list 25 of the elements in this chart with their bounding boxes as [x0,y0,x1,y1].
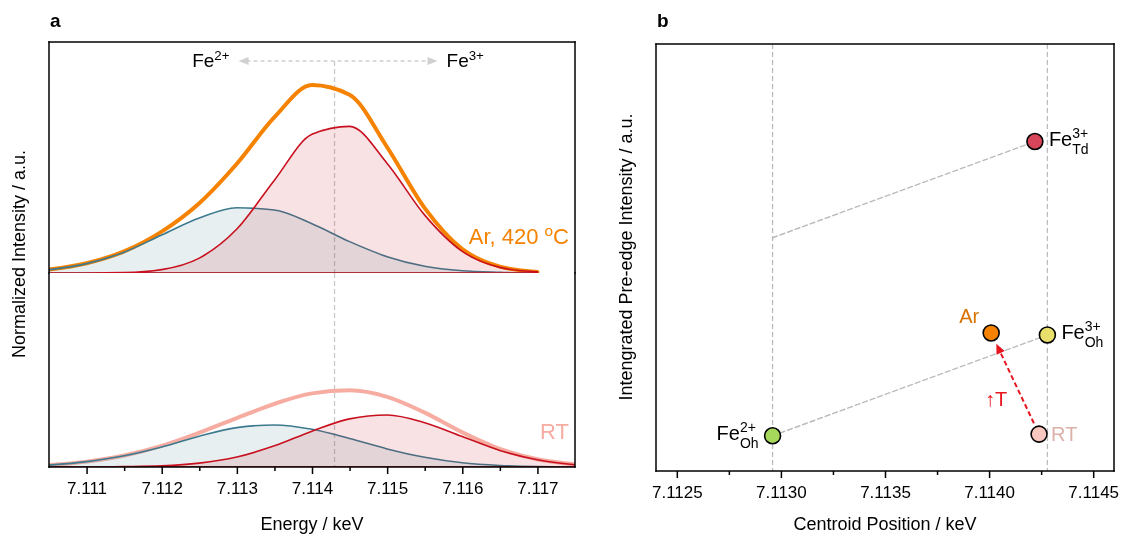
x-tick-label: 7.1130 [756,482,807,502]
x-tick-label: 7.115 [367,478,409,498]
x-tick-label: 7.1145 [1068,482,1120,502]
x-tick-label: 7.1125 [651,482,703,502]
x-tick-label: 7.1135 [860,482,911,502]
chart-title: b [657,10,669,31]
x-tick-label: 7.117 [517,478,559,498]
y-axis-title: Intengrated Pre-edge Intensity / a.u. [616,113,636,401]
x-tick-label: 7.1140 [964,482,1015,502]
series-label: Ar [959,304,980,327]
x-tick-label: 7.113 [216,478,258,498]
x-axis-title: Centroid Position / keV [793,514,977,534]
annotation: ↑T [984,387,1008,410]
x-tick-label: 7.111 [67,478,108,498]
series-label: RT [540,419,569,445]
series-label: RT [1051,423,1078,446]
x-axis-title: Energy / keV [260,514,364,534]
text: Fe$^{3+}$ [446,47,485,71]
x-tick-label: 7.112 [141,478,183,498]
text: Fe$^{2+}$ [192,47,230,71]
series-label: Ar, 420 $^{o}$C [468,221,570,249]
x-tick-label: 7.116 [442,478,484,498]
chart-title: a [50,10,61,31]
y-axis-title: Normalized Intensity / a.u. [9,149,29,359]
x-tick-label: 7.114 [291,478,334,498]
